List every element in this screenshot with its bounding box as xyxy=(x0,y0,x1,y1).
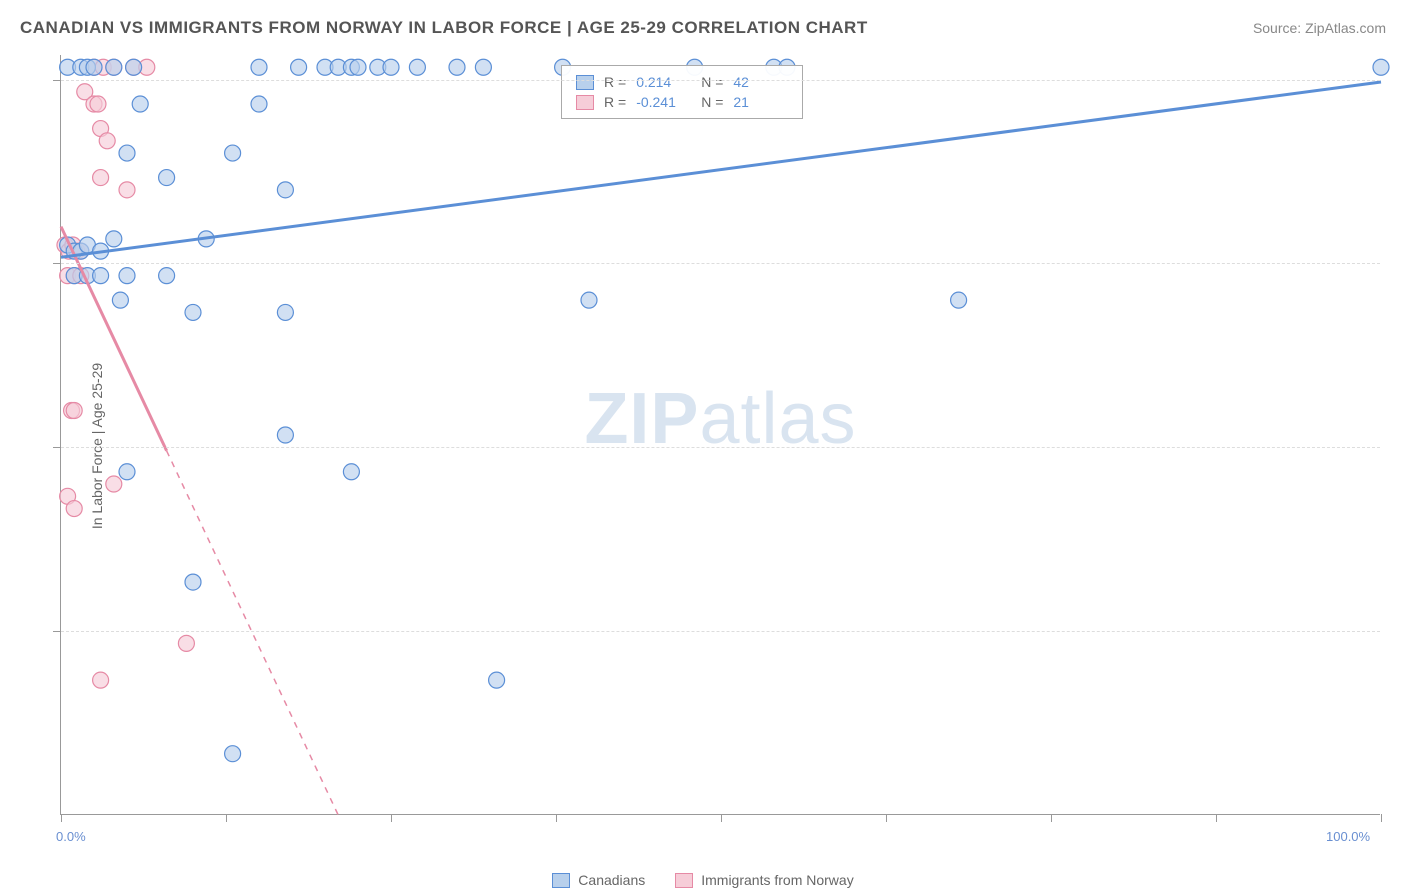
legend-label-canadians: Canadians xyxy=(578,872,645,888)
legend-r-label: R = xyxy=(604,74,626,90)
legend-swatch xyxy=(576,75,594,90)
chart-title: CANADIAN VS IMMIGRANTS FROM NORWAY IN LA… xyxy=(20,18,868,38)
legend-r-label: R = xyxy=(604,94,626,110)
legend-n-value: 21 xyxy=(733,94,788,110)
data-point xyxy=(251,96,267,112)
chart-area: ZIPatlas R =0.214N =42R =-0.241N =21 100… xyxy=(60,55,1380,815)
data-point xyxy=(277,304,293,320)
legend-r-value: -0.241 xyxy=(636,94,691,110)
data-point xyxy=(350,59,366,75)
data-point xyxy=(106,476,122,492)
gridline-h xyxy=(61,447,1380,448)
y-tick-label: 85.0% xyxy=(1390,255,1406,270)
legend-r-value: 0.214 xyxy=(636,74,691,90)
legend-item-canadians: Canadians xyxy=(552,872,645,888)
source-label: Source: ZipAtlas.com xyxy=(1253,20,1386,36)
data-point xyxy=(383,59,399,75)
data-point xyxy=(185,574,201,590)
correlation-legend: R = 0.214 N = 42 R = -0.241 N = 21 xyxy=(561,65,803,119)
data-point xyxy=(66,402,82,418)
x-tick-label: 100.0% xyxy=(1326,829,1370,844)
data-point xyxy=(475,59,491,75)
x-tick xyxy=(226,814,227,822)
gridline-h xyxy=(61,263,1380,264)
data-point xyxy=(409,59,425,75)
y-tick-label: 100.0% xyxy=(1390,72,1406,87)
data-point xyxy=(119,464,135,480)
legend-n-label: N = xyxy=(701,94,723,110)
x-tick xyxy=(1051,814,1052,822)
data-point xyxy=(106,59,122,75)
regression-line-dashed xyxy=(167,451,339,815)
legend-swatch-canadians xyxy=(552,873,570,888)
data-point xyxy=(119,145,135,161)
y-tick xyxy=(53,80,61,81)
data-point xyxy=(106,231,122,247)
data-point xyxy=(90,96,106,112)
bottom-legend: Canadians Immigrants from Norway xyxy=(0,872,1406,888)
data-point xyxy=(119,182,135,198)
data-point xyxy=(119,268,135,284)
data-point xyxy=(581,292,597,308)
data-point xyxy=(159,268,175,284)
plot-svg xyxy=(61,55,1380,814)
y-tick xyxy=(53,631,61,632)
data-point xyxy=(449,59,465,75)
x-tick xyxy=(391,814,392,822)
y-tick xyxy=(53,447,61,448)
data-point xyxy=(126,59,142,75)
data-point xyxy=(185,304,201,320)
gridline-h xyxy=(61,631,1380,632)
data-point xyxy=(86,59,102,75)
legend-swatch xyxy=(576,95,594,110)
x-tick xyxy=(61,814,62,822)
data-point xyxy=(178,635,194,651)
x-tick xyxy=(1216,814,1217,822)
legend-item-immigrants: Immigrants from Norway xyxy=(675,872,853,888)
y-tick-label: 55.0% xyxy=(1390,623,1406,638)
gridline-h xyxy=(61,80,1380,81)
data-point xyxy=(489,672,505,688)
data-point xyxy=(159,170,175,186)
data-point xyxy=(112,292,128,308)
data-point xyxy=(343,464,359,480)
legend-label-immigrants: Immigrants from Norway xyxy=(701,872,853,888)
data-point xyxy=(951,292,967,308)
legend-swatch-immigrants xyxy=(675,873,693,888)
x-tick xyxy=(1381,814,1382,822)
legend-n-label: N = xyxy=(701,74,723,90)
data-point xyxy=(225,145,241,161)
correlation-legend-row: R = 0.214 N = 42 xyxy=(576,72,788,92)
data-point xyxy=(66,501,82,517)
title-bar: CANADIAN VS IMMIGRANTS FROM NORWAY IN LA… xyxy=(20,18,1386,38)
data-point xyxy=(93,170,109,186)
data-point xyxy=(93,268,109,284)
data-point xyxy=(93,672,109,688)
x-tick-label: 0.0% xyxy=(56,829,86,844)
legend-n-value: 42 xyxy=(733,74,788,90)
y-tick xyxy=(53,263,61,264)
x-tick xyxy=(721,814,722,822)
data-point xyxy=(291,59,307,75)
data-point xyxy=(277,182,293,198)
correlation-legend-row: R = -0.241 N = 21 xyxy=(576,92,788,112)
x-tick xyxy=(886,814,887,822)
data-point xyxy=(1373,59,1389,75)
data-point xyxy=(277,427,293,443)
x-tick xyxy=(556,814,557,822)
data-point xyxy=(225,746,241,762)
data-point xyxy=(99,133,115,149)
y-tick-label: 70.0% xyxy=(1390,439,1406,454)
data-point xyxy=(132,96,148,112)
data-point xyxy=(251,59,267,75)
